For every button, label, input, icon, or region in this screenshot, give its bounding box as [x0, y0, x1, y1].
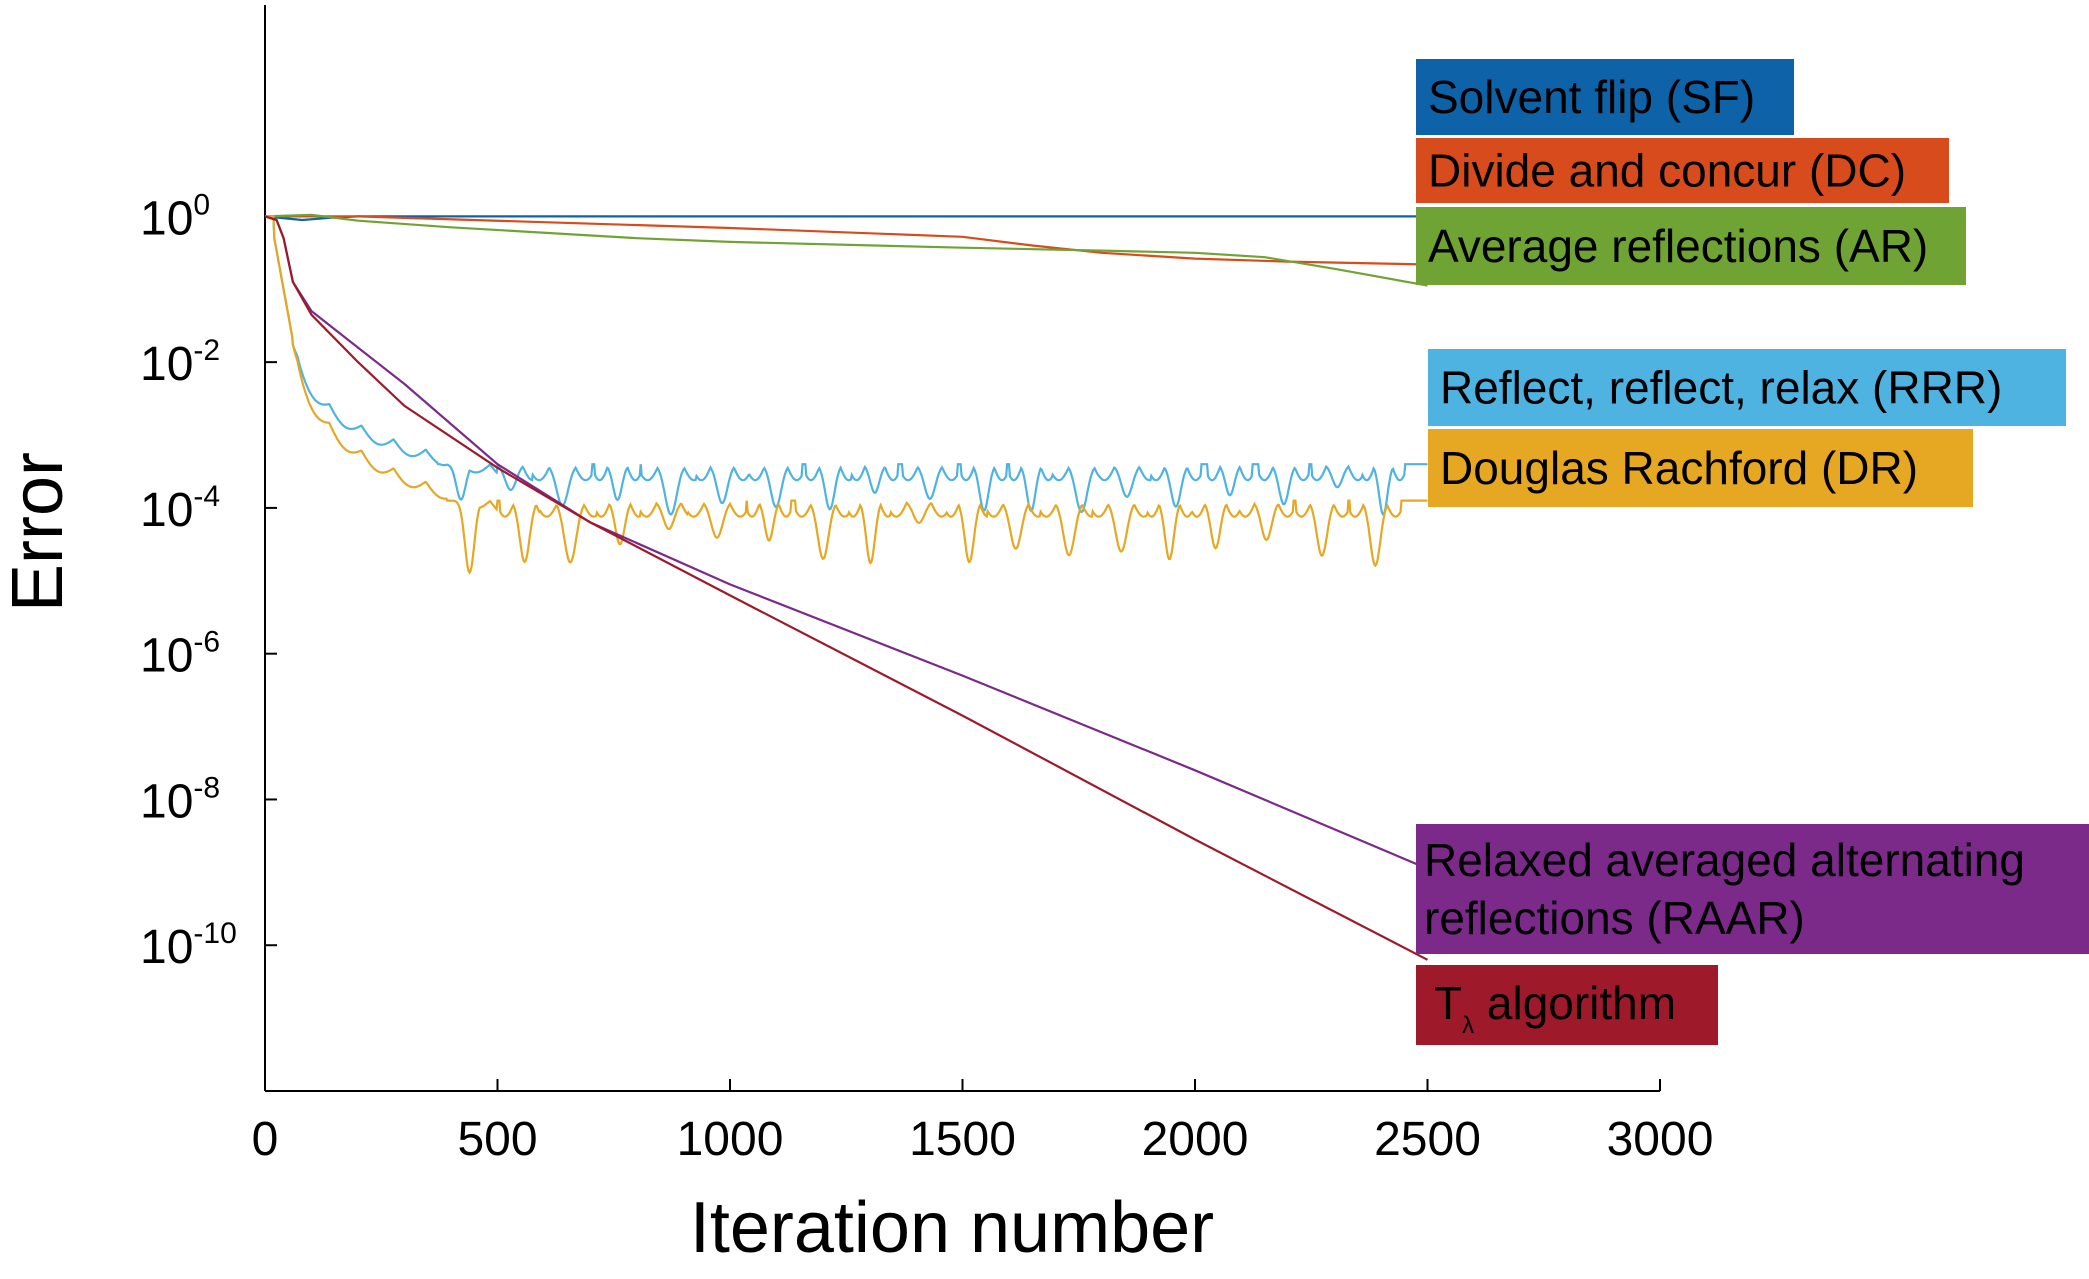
y-tick-label: 10-4: [140, 480, 220, 537]
legend: Solvent flip (SF) Divide and concur (DC) A…: [1416, 59, 2089, 1045]
y-axis-title: Error: [0, 452, 78, 612]
y-axis-ticks: 100 10-2 10-4 10-6 10-8 10-10: [140, 188, 277, 974]
legend-box: [1416, 824, 2089, 954]
legend-box: [1416, 59, 1794, 135]
legend-label: Average reflections (AR): [1428, 220, 1928, 272]
x-tick-label: 0: [252, 1113, 279, 1166]
legend-label: Relaxed averaged alternating: [1424, 834, 2025, 886]
y-tick-label: 100: [140, 188, 210, 245]
x-axis-title: Iteration number: [690, 1188, 1214, 1268]
x-tick-label: 2500: [1374, 1113, 1481, 1166]
y-tick-label: 10-10: [140, 917, 237, 974]
y-tick-label: 10-2: [140, 334, 220, 391]
x-tick-label: 3000: [1607, 1113, 1714, 1166]
x-tick-label: 500: [457, 1113, 537, 1166]
y-tick-label: 10-6: [140, 626, 220, 683]
x-tick-label: 1500: [909, 1113, 1016, 1166]
legend-box: [1428, 349, 2066, 426]
legend-box: [1416, 207, 1966, 285]
x-tick-label: 2000: [1142, 1113, 1249, 1166]
series-line: [265, 215, 1428, 266]
legend-label: reflections (RAAR): [1424, 892, 1805, 944]
x-tick-label: 1000: [677, 1113, 784, 1166]
series-line: [265, 215, 1428, 575]
series-line: [264, 213, 1428, 287]
y-tick-label: 10-8: [140, 771, 220, 828]
series-lines: [264, 213, 1429, 961]
series-line: [265, 215, 1428, 516]
legend-box: [1428, 429, 1973, 507]
legend-label: Douglas Rachford (DR): [1440, 442, 1918, 494]
series-line: [264, 215, 1428, 870]
legend-label: Divide and concur (DC): [1428, 145, 1906, 197]
legend-box: [1416, 965, 1718, 1045]
x-axis-ticks: 0 500 1000 1500 2000 2500 3000: [252, 1079, 1714, 1166]
series-line: [264, 215, 1429, 961]
legend-box: [1416, 138, 1949, 203]
legend-label: Reflect, reflect, relax (RRR): [1440, 362, 2002, 414]
legend-label: Solvent flip (SF): [1428, 71, 1755, 123]
legend-label: Tλ algorithm: [1434, 977, 1676, 1039]
